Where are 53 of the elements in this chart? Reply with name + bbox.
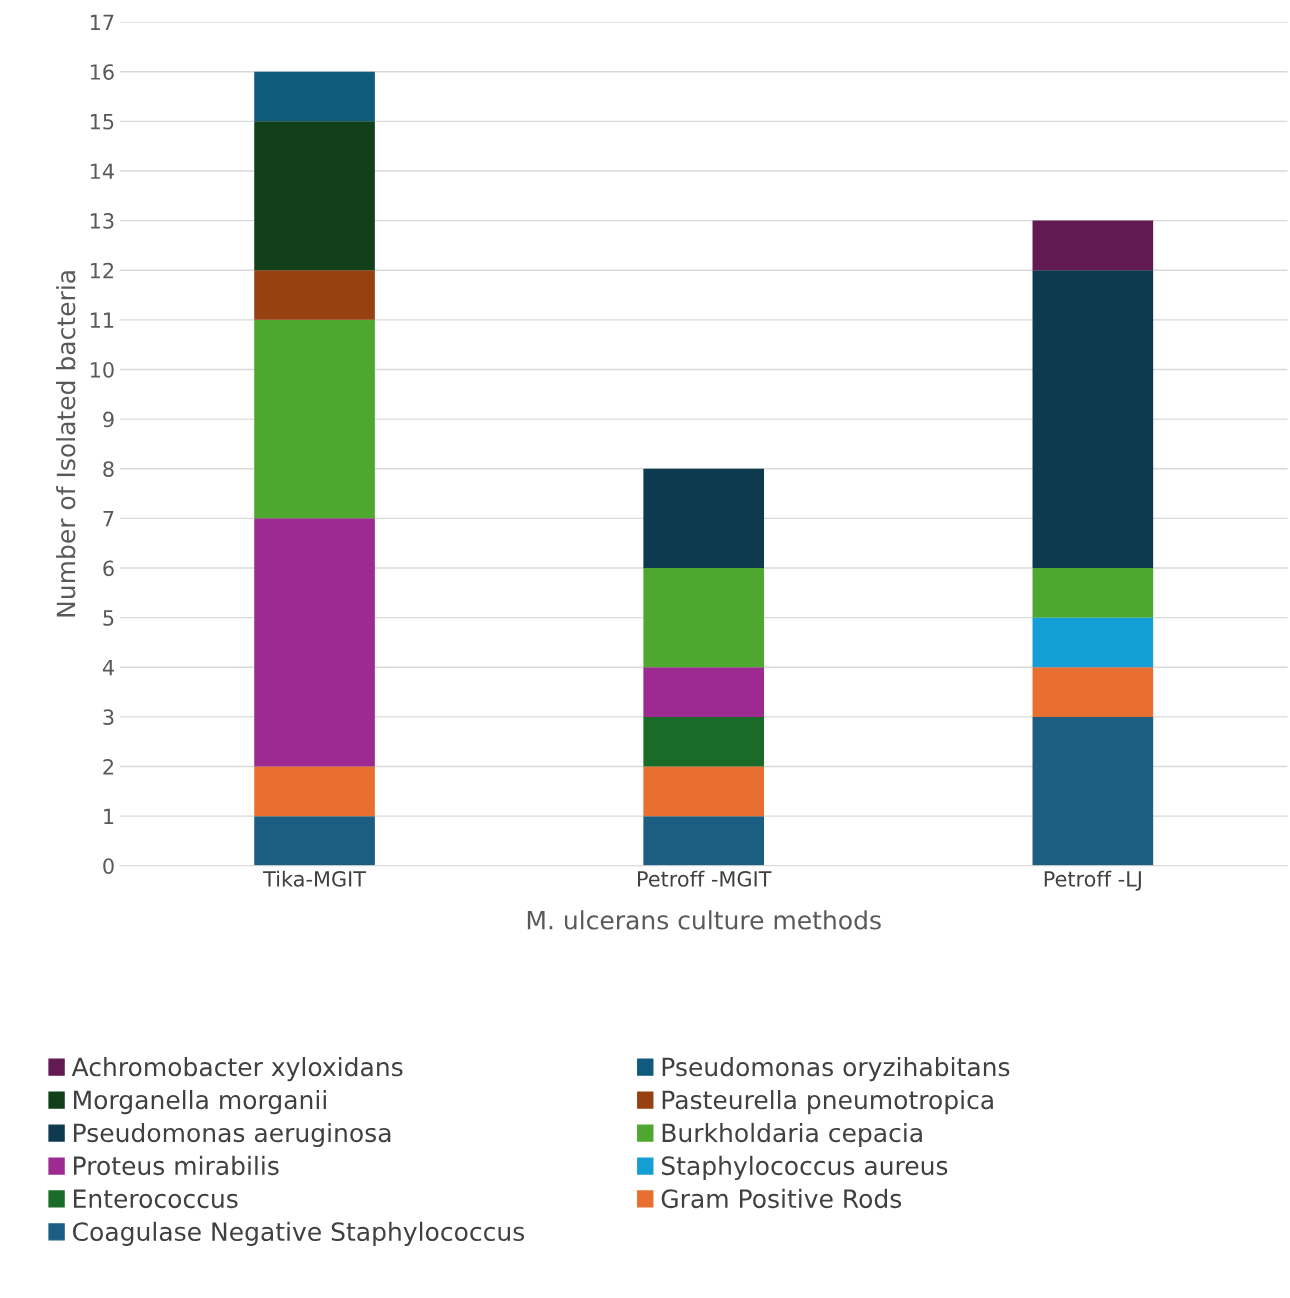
y-tick-label: 10 <box>90 361 114 378</box>
legend-label: Enterococcus <box>74 1189 238 1209</box>
legend-label: Pasteurella pneumotropica <box>662 1089 993 1115</box>
y-tick-label: 14 <box>90 163 114 179</box>
y-tick-label: 1 <box>104 808 114 825</box>
y-tick-label: 4 <box>102 659 114 676</box>
bar <box>254 816 375 866</box>
legend-label: Burkholdaria cepacia <box>662 1122 922 1148</box>
legend-label: Morganella morganii <box>74 1089 326 1115</box>
bar <box>643 468 765 568</box>
y-tick-label: 3 <box>103 709 114 726</box>
bar <box>254 71 375 122</box>
bar <box>254 518 375 767</box>
y-tick-label: 9 <box>103 411 114 428</box>
bar <box>643 667 765 717</box>
y-tick-label: 5 <box>103 610 114 626</box>
legend-label: Gram Positive Rods <box>661 1188 902 1209</box>
legend-label: Achromobacter xyloxidans <box>71 1057 403 1082</box>
bar <box>1032 716 1154 866</box>
y-tick-label: 17 <box>90 14 114 30</box>
bar <box>643 716 765 767</box>
x-tick-label: Petroff -MGIT <box>638 870 772 887</box>
bar <box>1032 567 1154 618</box>
bar <box>254 319 375 519</box>
y-tick-label: 15 <box>90 114 114 130</box>
y-tick-label: 13 <box>90 213 114 229</box>
bar <box>1032 220 1154 271</box>
y-tick-label: 0 <box>103 858 114 874</box>
legend-label: Proteus mirabilis <box>74 1155 279 1176</box>
x-axis-title: M. ulcerans culture methods <box>527 910 881 930</box>
y-tick-label: 6 <box>103 560 114 577</box>
y-tick-label: 11 <box>90 312 114 328</box>
bar <box>1032 270 1154 568</box>
bar <box>1032 617 1154 668</box>
bar <box>254 121 375 271</box>
legend-label: Coagulase Negative Staphylococcus <box>72 1221 525 1246</box>
x-tick-label: Petroff -LJ <box>1044 870 1141 891</box>
y-tick-label: 2 <box>103 758 114 775</box>
bar <box>643 766 765 817</box>
y-tick-label: 7 <box>103 511 114 527</box>
bar <box>254 270 375 320</box>
legend-label: Pseudomonas oryzihabitans <box>662 1057 1010 1082</box>
y-tick-label: 12 <box>90 262 114 279</box>
bar <box>254 766 375 817</box>
legend-label: Staphylococcus aureus <box>661 1155 948 1181</box>
y-axis-title: Number of Isolated bacteria <box>56 271 76 617</box>
y-tick-label: 16 <box>90 64 114 80</box>
bar <box>643 816 765 866</box>
bar <box>1032 667 1154 717</box>
legend-label: Pseudomonas aeruginosa <box>74 1122 391 1148</box>
x-tick-label: Tika-MGIT <box>263 870 367 887</box>
bar <box>643 567 765 668</box>
y-tick-label: 8 <box>103 461 114 477</box>
